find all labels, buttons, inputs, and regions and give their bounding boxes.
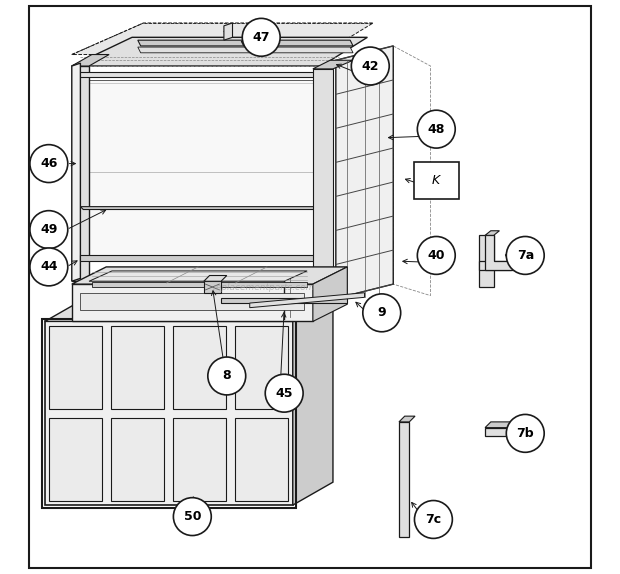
- Polygon shape: [313, 69, 333, 278]
- Polygon shape: [221, 298, 347, 303]
- Polygon shape: [81, 255, 322, 261]
- Bar: [236, 326, 288, 409]
- Text: 48: 48: [428, 123, 445, 135]
- Text: 40: 40: [428, 249, 445, 262]
- Polygon shape: [479, 235, 494, 287]
- Polygon shape: [138, 47, 353, 53]
- Circle shape: [414, 501, 453, 538]
- Polygon shape: [204, 276, 227, 281]
- Polygon shape: [399, 422, 409, 537]
- Polygon shape: [89, 271, 307, 281]
- Text: 8: 8: [223, 370, 231, 382]
- Text: 46: 46: [40, 157, 58, 170]
- Polygon shape: [72, 284, 313, 321]
- Bar: [174, 418, 226, 501]
- Polygon shape: [479, 261, 511, 270]
- FancyBboxPatch shape: [414, 162, 459, 199]
- Polygon shape: [72, 267, 347, 284]
- Polygon shape: [224, 23, 232, 40]
- Bar: [174, 326, 226, 409]
- Text: 9: 9: [378, 307, 386, 319]
- Circle shape: [30, 211, 68, 249]
- Bar: [112, 326, 164, 409]
- Bar: [50, 326, 102, 409]
- Circle shape: [242, 18, 280, 56]
- Polygon shape: [81, 293, 304, 310]
- Text: K: K: [432, 174, 440, 187]
- Text: 49: 49: [40, 223, 58, 236]
- Polygon shape: [72, 72, 322, 77]
- Text: 42: 42: [361, 60, 379, 72]
- Text: 7a: 7a: [516, 249, 534, 262]
- Bar: [50, 418, 102, 501]
- Bar: [112, 418, 164, 501]
- Polygon shape: [204, 281, 221, 293]
- Circle shape: [265, 374, 303, 412]
- Polygon shape: [313, 60, 353, 69]
- Text: 45: 45: [275, 387, 293, 400]
- Text: 44: 44: [40, 261, 58, 273]
- Polygon shape: [293, 298, 333, 505]
- Polygon shape: [138, 40, 353, 46]
- Polygon shape: [485, 428, 520, 436]
- Polygon shape: [313, 267, 347, 321]
- Polygon shape: [336, 46, 393, 298]
- Polygon shape: [45, 321, 293, 505]
- Polygon shape: [485, 235, 520, 270]
- Text: replacementparts.com: replacementparts.com: [213, 282, 315, 292]
- Polygon shape: [72, 66, 89, 281]
- Bar: [236, 418, 288, 501]
- Polygon shape: [92, 282, 307, 287]
- Circle shape: [30, 145, 68, 183]
- Circle shape: [208, 357, 246, 395]
- Circle shape: [363, 294, 401, 332]
- Text: 7b: 7b: [516, 427, 534, 440]
- Circle shape: [507, 414, 544, 452]
- Circle shape: [30, 248, 68, 286]
- Polygon shape: [399, 416, 415, 422]
- Circle shape: [352, 47, 389, 85]
- Polygon shape: [485, 231, 500, 235]
- Polygon shape: [81, 80, 322, 255]
- Text: 7c: 7c: [425, 513, 441, 526]
- Polygon shape: [72, 55, 109, 66]
- Text: 47: 47: [252, 31, 270, 44]
- Text: 50: 50: [184, 510, 201, 523]
- Polygon shape: [81, 207, 324, 210]
- Circle shape: [507, 236, 544, 274]
- Polygon shape: [250, 293, 365, 308]
- Polygon shape: [72, 37, 368, 66]
- Polygon shape: [520, 422, 525, 436]
- Polygon shape: [45, 298, 333, 321]
- Circle shape: [417, 236, 455, 274]
- Circle shape: [174, 498, 211, 536]
- Polygon shape: [485, 422, 525, 428]
- Polygon shape: [72, 63, 81, 281]
- Circle shape: [417, 110, 455, 148]
- Polygon shape: [72, 23, 373, 55]
